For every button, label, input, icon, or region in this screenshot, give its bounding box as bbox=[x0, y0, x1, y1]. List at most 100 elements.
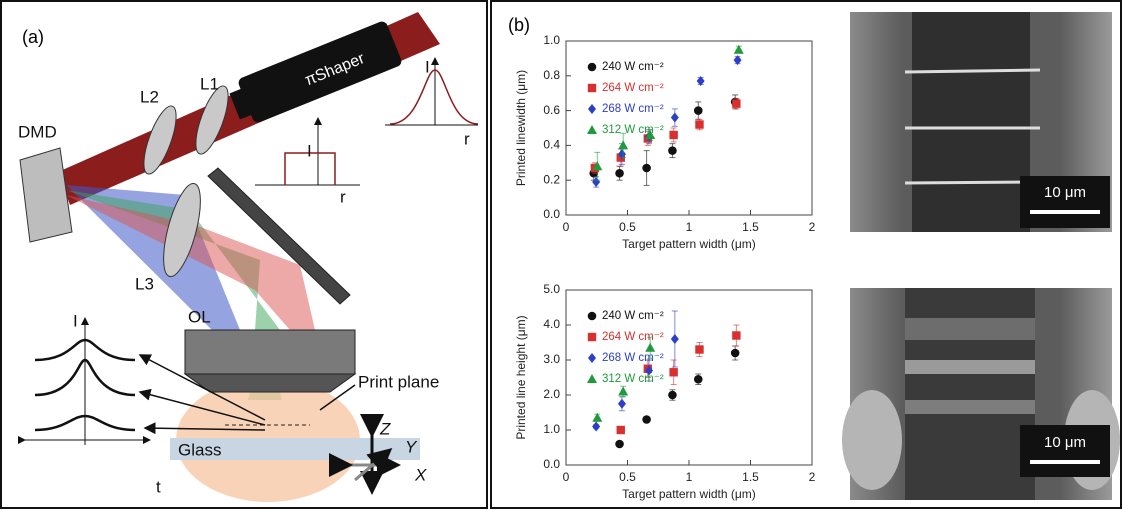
y-tick-label: 3.0 bbox=[543, 352, 560, 366]
data-point bbox=[616, 425, 625, 435]
lens bbox=[195, 85, 229, 155]
legend-label: 240 W cm⁻² bbox=[602, 61, 664, 73]
y-tick-label: 5.0 bbox=[543, 282, 560, 296]
data-point bbox=[670, 334, 679, 344]
legend-label: 264 W cm⁻² bbox=[602, 331, 664, 343]
data-point bbox=[642, 163, 651, 173]
x-tick-label: 1 bbox=[686, 220, 693, 234]
x-tick-label: 1 bbox=[686, 470, 693, 484]
legend-marker bbox=[588, 104, 596, 114]
data-point bbox=[670, 112, 679, 123]
legend-marker bbox=[587, 125, 597, 134]
pointer bbox=[143, 422, 266, 435]
diagram-label: I bbox=[73, 311, 78, 330]
panel-label: (b) bbox=[508, 15, 530, 35]
diagram-label: t bbox=[156, 477, 161, 496]
legend-marker bbox=[587, 374, 597, 383]
legend-marker bbox=[587, 332, 597, 342]
data-point bbox=[617, 149, 626, 160]
y-axis-label: Printed linewidth (μm) bbox=[514, 70, 528, 186]
x-tick-label: 2 bbox=[809, 470, 816, 484]
diagram-label: I bbox=[425, 57, 430, 76]
data-point bbox=[669, 368, 678, 377]
optical-setup bbox=[18, 12, 479, 502]
diagram-label: L1 bbox=[200, 74, 219, 93]
diagram-label: X bbox=[414, 465, 427, 484]
mirror bbox=[207, 167, 351, 305]
lens bbox=[143, 105, 177, 175]
legend-marker bbox=[587, 62, 597, 72]
profile bbox=[389, 69, 479, 125]
data-point bbox=[693, 374, 703, 384]
diagram-label: L3 bbox=[135, 274, 154, 293]
x-tick-label: 0 bbox=[563, 220, 570, 234]
x-tick-label: 0.5 bbox=[619, 470, 636, 484]
panel-frame bbox=[0, 0, 488, 509]
data-point bbox=[592, 421, 601, 432]
y-tick-label: 0.2 bbox=[543, 172, 560, 186]
data-point bbox=[645, 129, 656, 139]
data-point bbox=[695, 345, 704, 354]
diagram-label: Glass bbox=[178, 440, 221, 459]
x-tick-label: 0 bbox=[563, 470, 570, 484]
diagram-label: r bbox=[464, 129, 470, 148]
data-point bbox=[642, 415, 651, 424]
objective-lens bbox=[184, 329, 356, 375]
y-tick-label: 0.6 bbox=[543, 103, 560, 117]
data-point bbox=[733, 44, 744, 54]
panel-label: (a) bbox=[22, 27, 44, 47]
diagram-label: OL bbox=[188, 307, 211, 326]
y-tick-label: 1.0 bbox=[543, 33, 560, 47]
legend-marker bbox=[587, 311, 597, 321]
diagram-label: Y bbox=[405, 437, 418, 456]
lens bbox=[163, 182, 201, 278]
data-point bbox=[730, 348, 740, 358]
y-tick-label: 0.8 bbox=[543, 68, 560, 82]
data-point bbox=[695, 120, 704, 129]
profile bbox=[284, 152, 336, 185]
data-point bbox=[618, 386, 629, 396]
data-point bbox=[615, 439, 624, 449]
data-point bbox=[615, 168, 624, 178]
data-point bbox=[668, 146, 677, 155]
data-point bbox=[592, 176, 601, 187]
scale-bar-label: 10 μm bbox=[1044, 184, 1086, 201]
data-point bbox=[732, 331, 741, 340]
data-point bbox=[693, 106, 703, 115]
diagram-label: r bbox=[340, 187, 346, 206]
y-tick-label: 2.0 bbox=[543, 387, 560, 401]
data-point bbox=[645, 342, 656, 352]
panel-frame bbox=[490, 0, 1122, 509]
legend-marker bbox=[588, 353, 596, 363]
legend-label: 240 W cm⁻² bbox=[602, 310, 664, 322]
legend-marker bbox=[587, 83, 597, 93]
x-axis-label: Target pattern width (μm) bbox=[622, 487, 756, 501]
data-point bbox=[733, 55, 742, 66]
x-tick-label: 1.5 bbox=[742, 220, 759, 234]
diagram-label: Z bbox=[379, 419, 391, 438]
legend-label: 268 W cm⁻² bbox=[602, 103, 664, 115]
data-point bbox=[732, 99, 741, 108]
data-point bbox=[617, 398, 626, 409]
diagram-label: I bbox=[307, 141, 312, 160]
data-point bbox=[669, 130, 678, 140]
x-tick-label: 0.5 bbox=[619, 220, 636, 234]
data-point bbox=[668, 390, 677, 400]
y-tick-label: 0.0 bbox=[543, 457, 560, 471]
pi-shaper bbox=[229, 21, 402, 123]
y-tick-label: 0.4 bbox=[543, 138, 560, 152]
legend-label: 312 W cm⁻² bbox=[602, 373, 664, 385]
sem-image bbox=[842, 288, 1120, 500]
diagram-label: DMD bbox=[18, 122, 57, 141]
diagram-label: Print plane bbox=[358, 372, 439, 391]
data-point bbox=[696, 76, 705, 87]
pointer bbox=[138, 354, 266, 421]
y-tick-label: 1.0 bbox=[543, 422, 560, 436]
scale-bar-label: 10 μm bbox=[1044, 434, 1086, 451]
dmd bbox=[19, 147, 73, 243]
y-axis-label: Printed line height (μm) bbox=[514, 315, 528, 439]
pointer bbox=[138, 388, 266, 426]
beam-blue bbox=[66, 185, 240, 330]
diagram-label: L2 bbox=[140, 87, 159, 106]
